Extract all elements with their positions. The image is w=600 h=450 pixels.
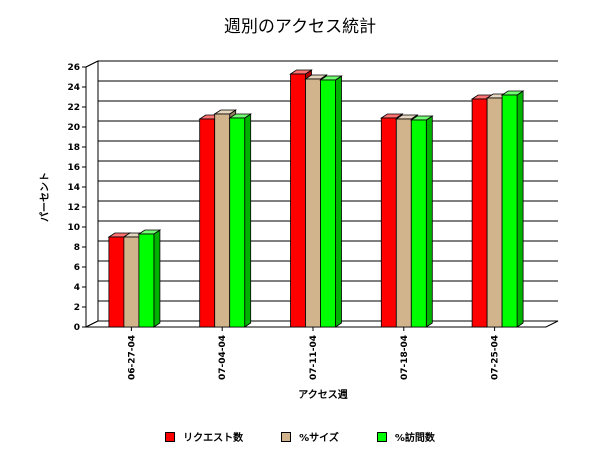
bar-side <box>153 229 161 328</box>
legend-label: %訪問数 <box>394 433 435 444</box>
legend-item: %訪問数 <box>376 429 435 444</box>
bar-front <box>290 73 306 328</box>
y-tick-label: 10 <box>67 223 80 233</box>
bar <box>137 229 162 328</box>
y-tick-label: 6 <box>74 263 80 273</box>
x-tick-label: 07-25-04 <box>491 335 501 380</box>
bars <box>107 69 525 328</box>
legend-item: リクエスト数 <box>165 429 243 444</box>
x-tick-label: 07-18-04 <box>400 335 410 380</box>
bar-side <box>425 115 433 328</box>
legend-swatch <box>376 431 387 442</box>
bar-front <box>471 98 488 328</box>
bar-front <box>486 97 503 328</box>
bar-side <box>516 90 524 328</box>
x-axis-title: アクセス週 <box>298 389 348 401</box>
bar <box>409 115 434 328</box>
chart-title: 週別のアクセス統計 <box>223 17 377 37</box>
side-wall <box>85 60 99 328</box>
y-tick-label: 14 <box>67 183 80 193</box>
bar <box>228 113 253 328</box>
legend-swatch <box>165 431 176 442</box>
x-tick-label: 07-11-04 <box>309 335 319 380</box>
legend: リクエスト数 %サイズ %訪問数 <box>0 429 600 444</box>
bar-front <box>108 236 125 328</box>
y-tick-label: 2 <box>74 303 80 313</box>
y-tick-label: 12 <box>67 203 80 213</box>
y-tick-label: 0 <box>74 323 80 333</box>
bar-front <box>123 236 140 328</box>
bar-side <box>244 113 252 328</box>
bar-front <box>214 113 231 328</box>
x-tick-label: 06-27-04 <box>127 335 137 380</box>
y-tick-label: 22 <box>67 103 80 113</box>
y-tick-label: 4 <box>74 283 80 293</box>
legend-label: %サイズ <box>299 433 339 444</box>
bar <box>500 90 525 328</box>
y-axis-title: パーセント <box>39 172 51 222</box>
bar-side <box>335 75 342 328</box>
bar-front <box>305 78 321 328</box>
y-tick-label: 20 <box>67 123 80 133</box>
legend-swatch <box>281 431 292 442</box>
bar-front <box>229 117 246 328</box>
y-tick-label: 18 <box>67 143 80 153</box>
y-tick-label: 8 <box>74 243 80 253</box>
legend-label: リクエスト数 <box>183 433 244 444</box>
bar-front <box>395 118 412 328</box>
x-tick-label: 07-04-04 <box>218 335 228 380</box>
legend-item: %サイズ <box>281 429 339 444</box>
bar-front <box>199 118 216 328</box>
bar-front <box>320 79 336 328</box>
bar-front <box>410 119 427 328</box>
bar-front <box>501 94 518 328</box>
y-tick-label: 16 <box>67 163 80 173</box>
bar <box>319 75 343 328</box>
y-tick-label: 24 <box>67 83 80 93</box>
bar-front <box>138 233 155 328</box>
y-tick-label: 26 <box>67 63 80 73</box>
bar-front <box>380 117 397 328</box>
